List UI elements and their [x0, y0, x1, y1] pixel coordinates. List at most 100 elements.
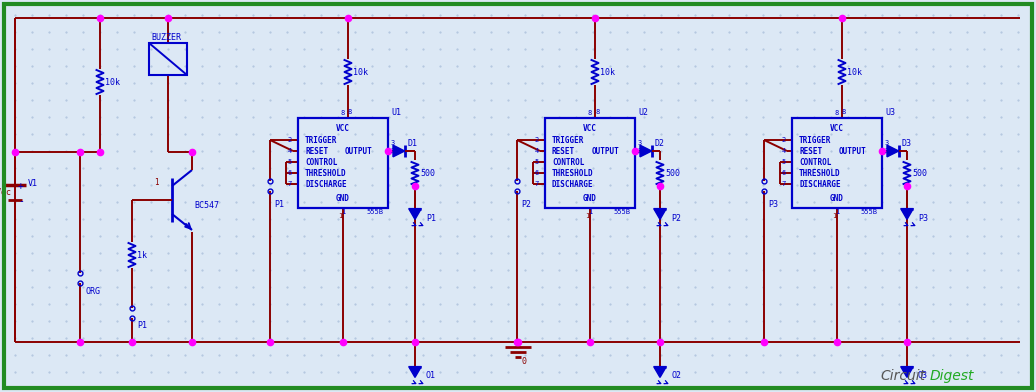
Text: D2: D2: [655, 138, 665, 147]
Text: P1: P1: [137, 321, 147, 330]
Text: D1: D1: [408, 138, 418, 147]
Text: P2: P2: [671, 214, 681, 223]
Text: RESET: RESET: [552, 147, 575, 156]
Text: VCC: VCC: [830, 123, 844, 132]
Text: THRESHOLD: THRESHOLD: [799, 169, 840, 178]
Text: 10k: 10k: [105, 78, 120, 87]
Text: 6: 6: [288, 170, 292, 176]
Text: 4: 4: [535, 148, 539, 154]
Text: RESET: RESET: [305, 147, 328, 156]
Polygon shape: [408, 209, 422, 220]
Text: 500: 500: [665, 169, 680, 178]
Text: 1: 1: [587, 209, 593, 215]
Text: 8: 8: [348, 109, 352, 115]
Text: P3: P3: [918, 214, 928, 223]
Text: 500: 500: [912, 169, 927, 178]
Text: P1: P1: [274, 200, 284, 209]
Text: 1: 1: [832, 213, 836, 219]
Text: 2: 2: [782, 137, 786, 143]
Text: THRESHOLD: THRESHOLD: [305, 169, 347, 178]
Text: V1: V1: [28, 178, 38, 187]
Text: 2: 2: [535, 137, 539, 143]
Text: GND: GND: [583, 194, 597, 203]
Text: U1: U1: [391, 107, 401, 116]
Text: P1: P1: [426, 214, 436, 223]
Text: 8: 8: [341, 110, 345, 116]
Text: 500: 500: [420, 169, 435, 178]
Polygon shape: [900, 209, 914, 220]
Text: THRESHOLD: THRESHOLD: [552, 169, 594, 178]
Text: 3: 3: [885, 140, 889, 146]
Text: TRIGGER: TRIGGER: [305, 136, 338, 145]
Text: 3: 3: [391, 148, 396, 154]
Text: OUTPUT: OUTPUT: [592, 147, 620, 156]
Text: 1: 1: [585, 213, 589, 219]
Text: 8: 8: [835, 110, 839, 116]
Text: 7: 7: [535, 181, 539, 187]
Text: 3: 3: [638, 140, 642, 146]
Text: OUTPUT: OUTPUT: [345, 147, 373, 156]
Text: VCC: VCC: [336, 123, 350, 132]
Text: 1k: 1k: [137, 250, 147, 260]
Polygon shape: [654, 367, 666, 377]
Text: O3: O3: [918, 372, 928, 381]
Text: P3: P3: [768, 200, 778, 209]
Polygon shape: [393, 145, 405, 157]
Bar: [298, 118, 388, 208]
Text: 3: 3: [391, 140, 396, 146]
Text: +: +: [18, 181, 24, 191]
Text: 6: 6: [782, 170, 786, 176]
Text: 555B: 555B: [860, 209, 877, 215]
Text: DISCHARGE: DISCHARGE: [799, 180, 840, 189]
Text: 1: 1: [341, 209, 345, 215]
Text: 4: 4: [782, 148, 786, 154]
Text: 10k: 10k: [847, 67, 862, 76]
Text: 8: 8: [587, 110, 593, 116]
Text: 555B: 555B: [366, 209, 383, 215]
Text: RESET: RESET: [799, 147, 823, 156]
Text: 0: 0: [522, 356, 527, 365]
Text: DISCHARGE: DISCHARGE: [305, 180, 347, 189]
Text: D3: D3: [901, 138, 912, 147]
Text: 3: 3: [885, 148, 889, 154]
Text: U3: U3: [885, 107, 895, 116]
Text: O1: O1: [426, 372, 436, 381]
Polygon shape: [408, 367, 422, 377]
Text: 5: 5: [782, 159, 786, 165]
Text: P2: P2: [521, 200, 531, 209]
Bar: [545, 118, 635, 208]
Text: CONTROL: CONTROL: [552, 158, 584, 167]
Bar: [149, 43, 188, 75]
Text: Circuit: Circuit: [880, 369, 925, 383]
Text: 7: 7: [782, 181, 786, 187]
Text: 1: 1: [154, 178, 159, 187]
Text: ORG: ORG: [85, 287, 100, 296]
Text: 555B: 555B: [613, 209, 630, 215]
Text: 1: 1: [835, 209, 839, 215]
Text: 10k: 10k: [600, 67, 615, 76]
Text: DISCHARGE: DISCHARGE: [552, 180, 594, 189]
Text: 3: 3: [638, 148, 642, 154]
Text: CONTROL: CONTROL: [305, 158, 338, 167]
Text: 8: 8: [595, 109, 599, 115]
Text: Digest: Digest: [930, 369, 975, 383]
Text: TRIGGER: TRIGGER: [552, 136, 584, 145]
Text: 2: 2: [288, 137, 292, 143]
Text: OUTPUT: OUTPUT: [839, 147, 867, 156]
Polygon shape: [900, 367, 914, 377]
Polygon shape: [654, 209, 666, 220]
Polygon shape: [887, 145, 898, 157]
Text: 5: 5: [535, 159, 539, 165]
Text: 6: 6: [535, 170, 539, 176]
Text: CONTROL: CONTROL: [799, 158, 831, 167]
Text: VCC: VCC: [583, 123, 597, 132]
Text: -: -: [18, 196, 24, 206]
Text: U2: U2: [638, 107, 648, 116]
Text: O2: O2: [671, 372, 681, 381]
Text: 10k: 10k: [353, 67, 368, 76]
Text: BC547: BC547: [194, 200, 219, 209]
Text: BUZZER: BUZZER: [151, 33, 181, 42]
Text: GND: GND: [830, 194, 844, 203]
Text: 9Vdc: 9Vdc: [0, 187, 11, 196]
Text: GND: GND: [336, 194, 350, 203]
